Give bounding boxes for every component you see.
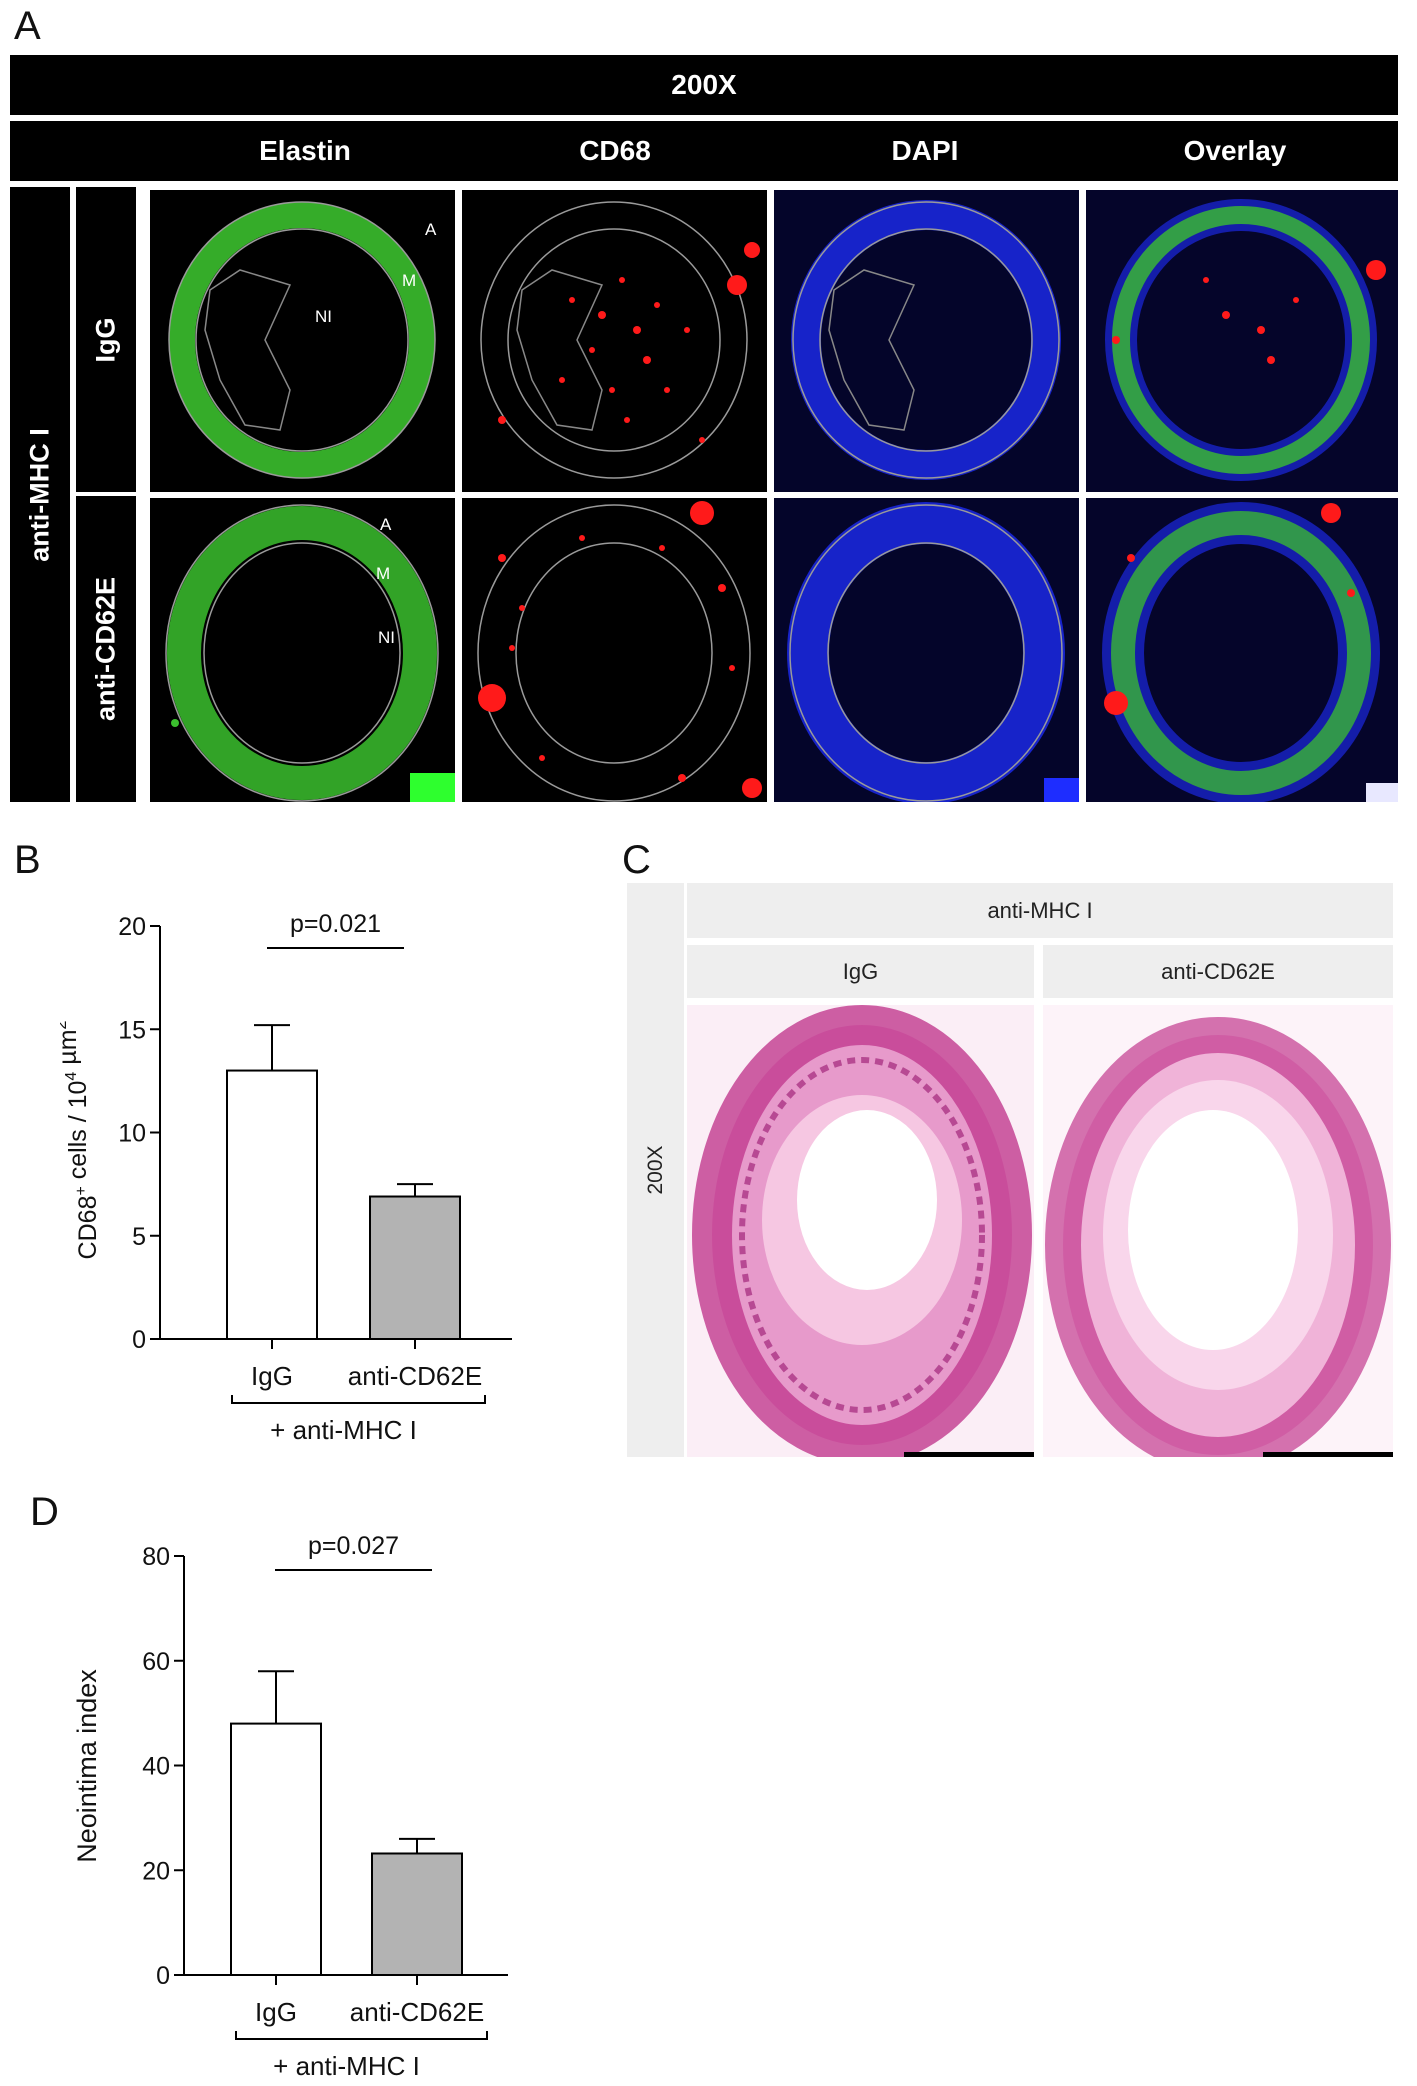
chart-d-group-label: + anti-MHC I	[273, 2051, 420, 2081]
chart-d-group-bracket	[235, 2031, 488, 2040]
panel-d-letter: D	[30, 1490, 59, 1534]
region-label-ni: NI	[315, 307, 332, 326]
micrograph-igg-dapi	[774, 190, 1079, 492]
column-header-bar	[10, 121, 1398, 181]
row-label-igg: IgG	[76, 187, 136, 492]
chart-b-bar-0	[226, 1069, 318, 1341]
chart-b-y-label-sup: 4	[63, 1072, 80, 1081]
row-label-cd62e: anti-CD62E	[76, 496, 136, 802]
panel-c-col-igg: IgG	[687, 945, 1034, 998]
region-label-m: M	[402, 271, 416, 290]
micrograph-cd62e-elastin: A M NI	[150, 498, 455, 802]
chart-d-y-tick-label: 20	[142, 1857, 170, 1885]
column-headers: Elastin CD68 DAPI Overlay	[150, 121, 1398, 181]
chart-d-bar-1	[371, 1852, 463, 1976]
row-label-cd62e-text: anti-CD62E	[90, 576, 121, 722]
column-header-dapi: DAPI	[891, 135, 959, 166]
chart-b-y-label-part: µm	[60, 1029, 82, 1071]
region-label-m-2: M	[376, 564, 390, 583]
column-header-overlay: Overlay	[1183, 135, 1287, 166]
chart-b-y-tick-label: 20	[118, 913, 146, 941]
row-label-igg-text: IgG	[90, 317, 121, 362]
micrograph-igg-cd68	[462, 190, 767, 492]
chart-b: 0 5 10 15 20 IgG anti-CD62E + anti-MHC I p=0.021…	[60, 880, 530, 1460]
chart-b-p-value: p=0.021	[290, 910, 381, 938]
chart-b-bar-1	[369, 1195, 461, 1341]
chart-b-x-label-0: IgG	[251, 1361, 293, 1391]
micrograph-igg-elastin: A M NI	[150, 190, 455, 492]
chart-d-x-label-0: IgG	[255, 1997, 297, 2027]
panel-c-col-cd62e: anti-CD62E	[1043, 945, 1393, 998]
chart-b-svg: 0 5 10 15 20 IgG anti-CD62E + anti-MHC I p=0.021…	[60, 910, 512, 1445]
region-label-a-2: A	[380, 515, 392, 534]
chart-b-group-bracket	[231, 1395, 486, 1404]
chart-b-y-tick-label: 15	[118, 1016, 146, 1044]
chart-b-y-label-part: cells / 10	[64, 1081, 92, 1187]
chart-b-group-label: + anti-MHC I	[270, 1415, 417, 1445]
micrograph-cd62e-cd68	[462, 498, 767, 802]
chart-d-p-value: p=0.027	[308, 1532, 399, 1560]
chart-d-svg: 0 20 40 60 80 IgG anti-CD62E + anti-MHC I p=0.02…	[72, 1532, 508, 2081]
chart-b-y-label-part: CD68	[74, 1196, 102, 1260]
panel-a-letter: A	[14, 4, 41, 48]
histology-cd62e	[1043, 1005, 1393, 1457]
group-label-text: anti-MHC I	[24, 427, 55, 562]
chart-b-y-tick-label: 5	[132, 1223, 146, 1251]
micrograph-igg-overlay	[1086, 190, 1398, 492]
micrograph-cd62e-dapi	[774, 498, 1079, 802]
micrograph-cd62e-overlay	[1086, 498, 1398, 802]
column-header-cd68: CD68	[579, 135, 651, 166]
chart-d-bar-0	[230, 1722, 322, 1976]
panel-c-magnification: 200X	[643, 1145, 667, 1195]
magnification-header: 200X	[10, 55, 1398, 115]
chart-b-y-label-sup: +	[73, 1186, 90, 1195]
chart-b-y-label: CD68+ cells / 104 µm2	[60, 1020, 102, 1259]
chart-d-y-tick-label: 60	[142, 1648, 170, 1676]
column-header-elastin: Elastin	[259, 135, 351, 166]
panel-c-header: anti-MHC I	[687, 883, 1393, 938]
group-label-anti-mhc: anti-MHC I	[10, 187, 70, 802]
panel-c-side-strip: 200X	[627, 883, 684, 1457]
chart-b-y-tick-label: 0	[132, 1326, 146, 1354]
histology-igg	[687, 1005, 1034, 1457]
chart-b-y-tick-label: 10	[118, 1120, 146, 1148]
panel-b-letter: B	[14, 838, 41, 882]
chart-d-y-tick-label: 40	[142, 1753, 170, 1781]
region-label-ni-2: NI	[378, 628, 395, 647]
chart-d-y-label: Neointima index	[72, 1669, 102, 1863]
chart-b-y-label-sup: 2	[60, 1020, 70, 1029]
chart-d-y-tick-label: 0	[156, 1962, 170, 1990]
panel-c-letter: C	[622, 838, 651, 882]
chart-d-x-label-1: anti-CD62E	[350, 1997, 484, 2027]
chart-b-x-label-1: anti-CD62E	[348, 1361, 482, 1391]
chart-d-y-tick-label: 80	[142, 1543, 170, 1571]
region-label-a: A	[425, 220, 437, 239]
chart-d: 0 20 40 60 80 IgG anti-CD62E + anti-MHC I p=0.02…	[60, 1520, 530, 2086]
